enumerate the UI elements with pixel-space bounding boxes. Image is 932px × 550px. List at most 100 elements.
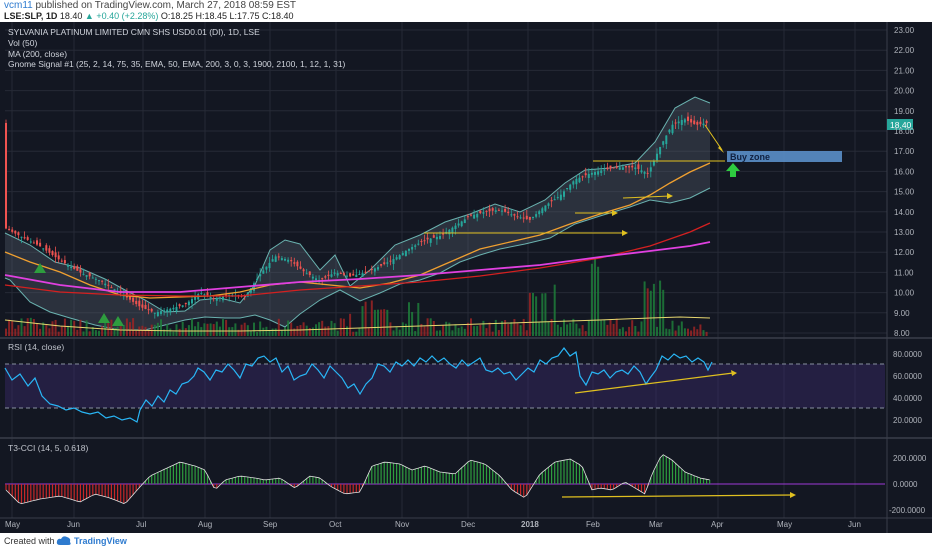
volume-bar bbox=[497, 330, 500, 336]
volume-bar bbox=[101, 326, 104, 336]
candle-body bbox=[625, 165, 627, 168]
volume-bar bbox=[541, 293, 544, 336]
volume-bar bbox=[51, 321, 54, 336]
volume-bar bbox=[370, 300, 373, 336]
volume-bar bbox=[618, 328, 621, 336]
volume-bar bbox=[57, 331, 60, 336]
candle-body bbox=[587, 173, 590, 178]
volume-bar bbox=[166, 324, 169, 336]
volume-bar bbox=[23, 326, 26, 336]
x-tick-label: May bbox=[777, 520, 792, 529]
volume-bar bbox=[342, 318, 345, 336]
volume-bar bbox=[628, 326, 631, 336]
volume-bar bbox=[439, 330, 441, 336]
volume-bar bbox=[637, 331, 640, 336]
volume-bar bbox=[234, 323, 237, 336]
volume-bar bbox=[32, 319, 35, 336]
volume-bar bbox=[339, 318, 342, 336]
candle-body bbox=[336, 273, 339, 276]
x-tick-label: Mar bbox=[649, 520, 663, 529]
x-tick-label: Sep bbox=[263, 520, 278, 529]
candle-body bbox=[470, 214, 472, 216]
candle-body bbox=[101, 280, 104, 282]
volume-bar bbox=[212, 324, 215, 336]
candle-body bbox=[377, 267, 379, 270]
cci-tick-label: 0.0000 bbox=[893, 480, 918, 489]
candle-body bbox=[178, 304, 181, 307]
volume-bar bbox=[516, 323, 519, 336]
candle-body bbox=[380, 263, 383, 266]
volume-bar bbox=[42, 322, 45, 336]
candle-body bbox=[20, 236, 23, 238]
volume-bar bbox=[488, 322, 491, 336]
volume-bar bbox=[73, 320, 76, 336]
candle-body bbox=[14, 230, 17, 234]
candle-body bbox=[191, 299, 193, 304]
volume-bar bbox=[417, 302, 420, 336]
volume-bar bbox=[544, 293, 547, 336]
candle-body bbox=[79, 269, 82, 273]
publish-text: published on TradingView.com, March 27, … bbox=[35, 0, 297, 11]
price-chart[interactable]: Buy zone RSI (14, close) T3-CCI (14, 5, … bbox=[0, 22, 932, 533]
volume-bar bbox=[377, 309, 379, 336]
candle-body bbox=[358, 273, 361, 275]
volume-bar bbox=[507, 324, 510, 336]
candle-body bbox=[466, 216, 469, 218]
trend-annotations[interactable] bbox=[424, 124, 725, 236]
volume-bar bbox=[135, 330, 138, 336]
volume-bar bbox=[274, 328, 277, 336]
volume-bar bbox=[268, 329, 271, 336]
candle-body bbox=[94, 278, 97, 280]
volume-bar bbox=[237, 329, 240, 336]
buy-zone-box[interactable] bbox=[727, 151, 842, 162]
candle-body bbox=[175, 307, 178, 311]
candle-body bbox=[683, 119, 686, 123]
volume-bar bbox=[308, 328, 311, 336]
candle-body bbox=[153, 312, 156, 314]
candle-body bbox=[454, 225, 457, 230]
candle-body bbox=[435, 236, 438, 240]
candle-body bbox=[225, 294, 228, 296]
volume-bar bbox=[141, 325, 144, 336]
tradingview-link[interactable]: TradingView bbox=[74, 536, 127, 546]
volume-bar bbox=[116, 326, 119, 336]
volume-bar bbox=[538, 322, 541, 336]
candle-body bbox=[222, 296, 224, 301]
candle-body bbox=[327, 274, 330, 276]
volume-bar bbox=[225, 319, 228, 336]
volume-bar bbox=[262, 327, 265, 336]
candle-body bbox=[473, 214, 476, 219]
volume-bar bbox=[305, 325, 308, 336]
candle-body bbox=[442, 233, 445, 235]
volume-bar bbox=[367, 327, 370, 336]
volume-bar bbox=[693, 326, 696, 336]
candle-body bbox=[293, 262, 296, 264]
y-tick-label: 12.00 bbox=[894, 248, 915, 257]
candle-body bbox=[321, 278, 324, 280]
volume-bar bbox=[398, 329, 401, 336]
volume-bar bbox=[584, 331, 587, 336]
candle-body bbox=[671, 124, 674, 134]
volume-bar bbox=[473, 326, 476, 336]
volume-bar bbox=[525, 330, 528, 336]
candle-body bbox=[535, 214, 538, 217]
candle-body bbox=[649, 167, 652, 172]
candle-body bbox=[696, 121, 699, 125]
candle-body bbox=[612, 167, 615, 169]
author-link[interactable]: vcm11 bbox=[4, 0, 33, 11]
volume-bar bbox=[259, 321, 262, 336]
candle-body bbox=[91, 277, 94, 279]
candle-body bbox=[98, 280, 100, 282]
candle-body bbox=[662, 141, 665, 145]
volume-bar bbox=[556, 324, 559, 336]
candle-body bbox=[280, 258, 283, 261]
candle-body bbox=[513, 214, 516, 216]
candle-body bbox=[448, 229, 451, 235]
volume-bar bbox=[8, 319, 11, 336]
candle-body bbox=[271, 259, 274, 262]
candle-body bbox=[212, 298, 215, 300]
volume-bar bbox=[559, 327, 562, 336]
volume-bar bbox=[606, 324, 609, 336]
volume-bar bbox=[510, 322, 513, 336]
candle-body bbox=[54, 252, 57, 258]
